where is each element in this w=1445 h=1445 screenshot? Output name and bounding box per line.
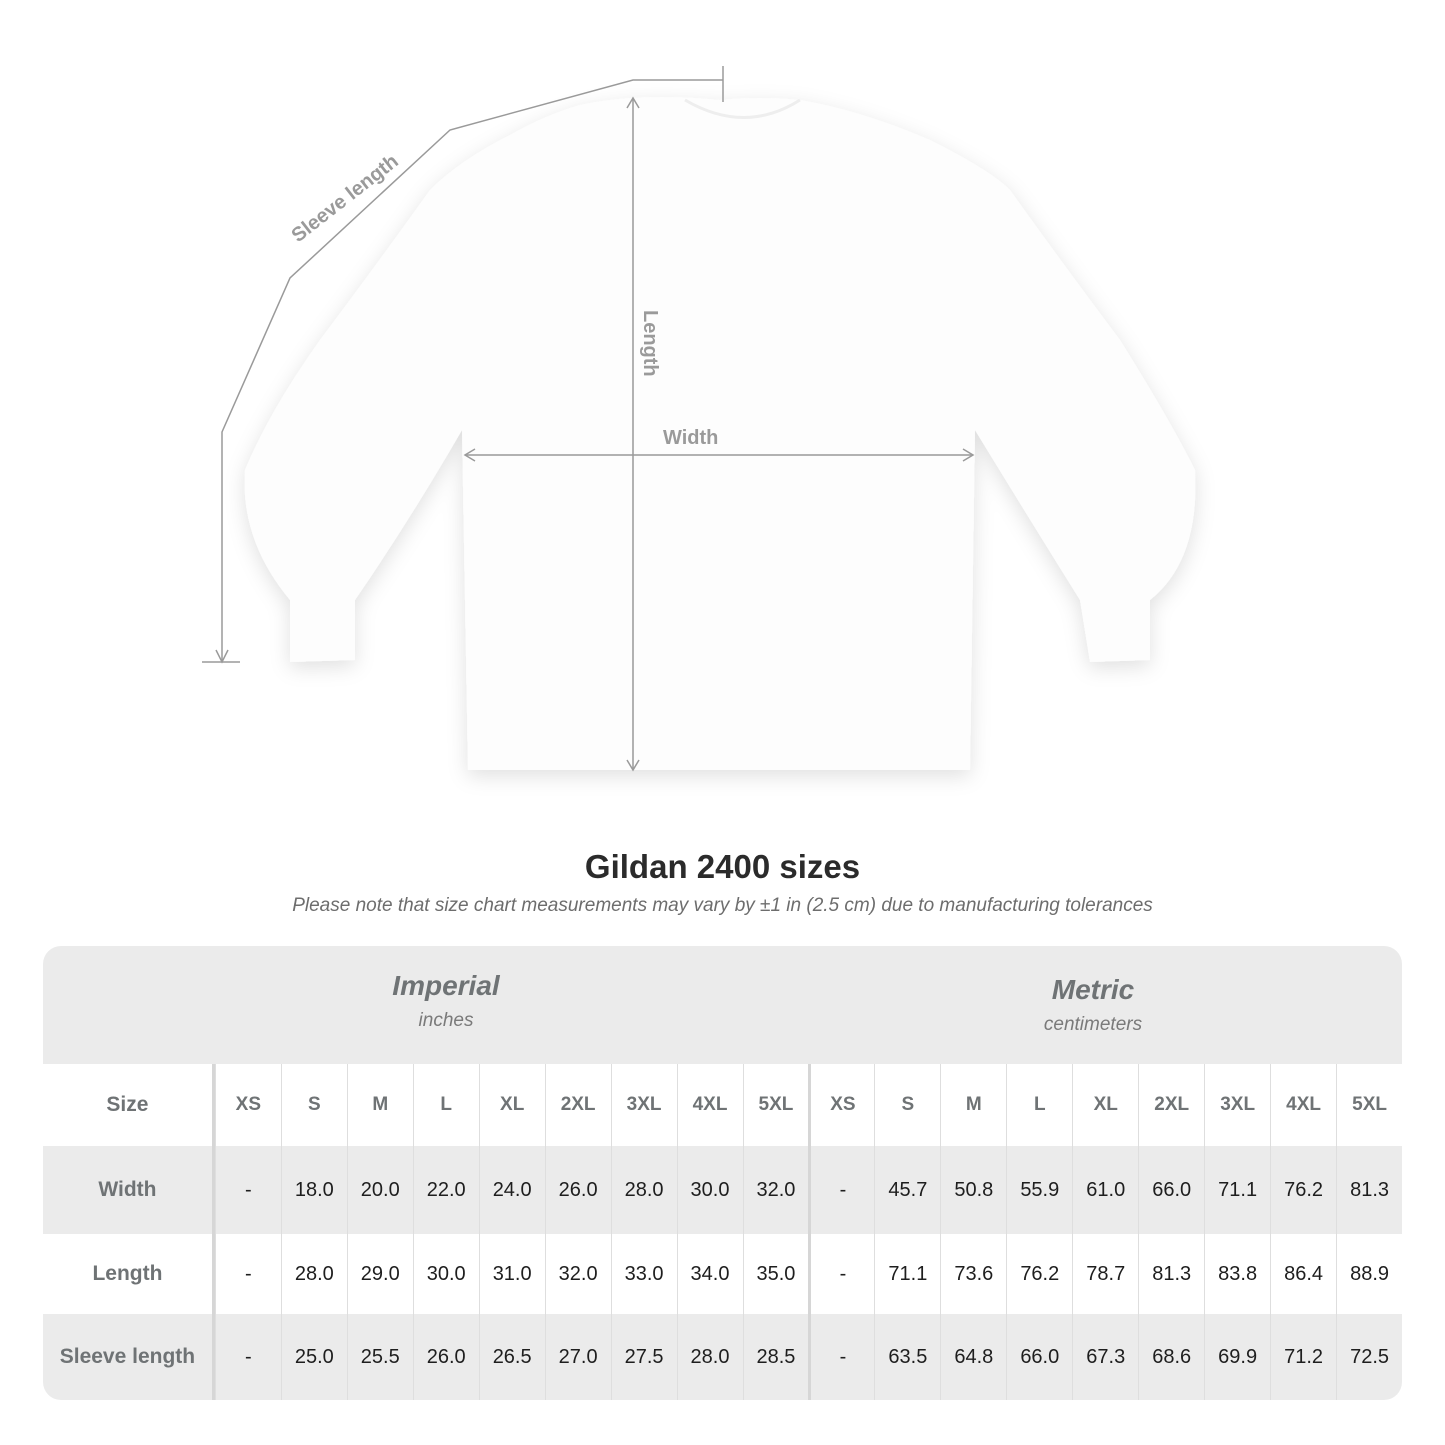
metric-value-cell: 81.3 <box>1336 1146 1402 1234</box>
imperial-size-s: S <box>280 1064 347 1146</box>
metric-size-3xl: 3XL <box>1204 1064 1270 1146</box>
imperial-title: Imperial <box>392 970 500 1001</box>
long-sleeve-shirt-image <box>244 96 1196 770</box>
imperial-size-5xl: 5XL <box>742 1064 809 1146</box>
imperial-value-cell: 25.0 <box>280 1314 347 1400</box>
metric-unit: centimeters <box>1043 1014 1143 1035</box>
imperial-unit: inches <box>418 1010 474 1031</box>
imperial-value-cell: 26.0 <box>544 1146 611 1234</box>
imperial-value-cell: 22.0 <box>412 1146 479 1234</box>
imperial-value-cell: 31.0 <box>478 1234 545 1314</box>
metric-value-cell: 86.4 <box>1270 1234 1336 1314</box>
imperial-size-l: L <box>412 1064 479 1146</box>
imperial-size-xs: XS <box>214 1064 281 1146</box>
imperial-value-cell: 24.0 <box>478 1146 545 1234</box>
metric-value-cell: 66.0 <box>1006 1314 1072 1400</box>
size-header-row: Size XS S M L XL 2XL 3XL 4XL 5XL XS S M L XL 2XL 3XL 4XL 5… <box>43 1064 1402 1146</box>
metric-value-cell: - <box>808 1314 874 1400</box>
imperial-value-cell: 28.0 <box>280 1234 347 1314</box>
imperial-size-2xl: 2XL <box>544 1064 611 1146</box>
imperial-value-cell: 18.0 <box>280 1146 347 1234</box>
metric-value-cell: 67.3 <box>1072 1314 1138 1400</box>
metric-value-cell: 55.9 <box>1006 1146 1072 1234</box>
imperial-size-m: M <box>346 1064 413 1146</box>
imperial-value-cell: 26.0 <box>412 1314 479 1400</box>
sleeve-length-label: Sleeve length <box>288 150 403 247</box>
metric-value-cell: - <box>808 1146 874 1234</box>
imperial-value-cell: 28.5 <box>742 1314 809 1400</box>
metric-value-cell: 66.0 <box>1138 1146 1204 1234</box>
metric-value-cell: 71.1 <box>1204 1146 1270 1234</box>
metric-value-cell: 50.8 <box>940 1146 1006 1234</box>
metric-size-m: M <box>940 1064 1006 1146</box>
size-label: Size <box>43 1064 215 1146</box>
imperial-value-cell: 32.0 <box>742 1146 809 1234</box>
imperial-size-xl: XL <box>478 1064 545 1146</box>
imperial-value-cell: - <box>214 1234 281 1314</box>
metric-value-cell: 83.8 <box>1204 1234 1270 1314</box>
metric-value-cell: 88.9 <box>1336 1234 1402 1314</box>
table-row: Width -18.0 20.0 22.0 24.0 26.0 28.0 30.0 32.0-4… <box>43 1146 1402 1234</box>
imperial-value-cell: 25.5 <box>346 1314 413 1400</box>
metric-value-cell: 78.7 <box>1072 1234 1138 1314</box>
imperial-value-cell: 20.0 <box>346 1146 413 1234</box>
tolerance-note: Please note that size chart measurements… <box>292 895 1153 916</box>
table-row: Length -28.0 29.0 30.0 31.0 32.0 33.0 34.0 35.0-… <box>43 1234 1402 1314</box>
row-label: Width <box>43 1146 215 1234</box>
width-label: Width <box>663 427 718 449</box>
imperial-value-cell: 30.0 <box>412 1234 479 1314</box>
imperial-value-cell: 27.5 <box>610 1314 677 1400</box>
metric-size-5xl: 5XL <box>1336 1064 1402 1146</box>
imperial-value-cell: - <box>214 1314 281 1400</box>
measurement-lines <box>202 66 975 772</box>
metric-value-cell: 63.5 <box>874 1314 940 1400</box>
imperial-value-cell: - <box>214 1146 281 1234</box>
length-label: Length <box>639 310 661 377</box>
imperial-value-cell: 26.5 <box>478 1314 545 1400</box>
metric-size-4xl: 4XL <box>1270 1064 1336 1146</box>
metric-size-xl: XL <box>1072 1064 1138 1146</box>
metric-value-cell: 81.3 <box>1138 1234 1204 1314</box>
metric-value-cell: 61.0 <box>1072 1146 1138 1234</box>
metric-value-cell: 76.2 <box>1006 1234 1072 1314</box>
metric-size-2xl: 2XL <box>1138 1064 1204 1146</box>
row-label: Sleeve length <box>43 1314 215 1400</box>
metric-value-cell: 45.7 <box>874 1146 940 1234</box>
metric-title: Metric <box>1051 974 1135 1005</box>
imperial-size-3xl: 3XL <box>610 1064 677 1146</box>
table-row: Sleeve length -25.0 25.5 26.0 26.5 27.0 27.5 28… <box>43 1314 1402 1400</box>
imperial-value-cell: 28.0 <box>610 1146 677 1234</box>
metric-value-cell: 68.6 <box>1138 1314 1204 1400</box>
imperial-size-4xl: 4XL <box>676 1064 743 1146</box>
imperial-value-cell: 32.0 <box>544 1234 611 1314</box>
unit-header-band <box>43 946 1402 1064</box>
size-table: Imperial inches Metric centimeters Size X… <box>43 946 1402 1400</box>
sleeve-length-line <box>221 79 723 662</box>
metric-value-cell: 73.6 <box>940 1234 1006 1314</box>
imperial-value-cell: 33.0 <box>610 1234 677 1314</box>
row-label: Length <box>43 1234 215 1314</box>
metric-value-cell: - <box>808 1234 874 1314</box>
imperial-header: Imperial inches <box>215 970 677 1032</box>
imperial-value-cell: 34.0 <box>676 1234 743 1314</box>
imperial-value-cell: 28.0 <box>676 1314 743 1400</box>
metric-value-cell: 71.2 <box>1270 1314 1336 1400</box>
metric-value-cell: 69.9 <box>1204 1314 1270 1400</box>
metric-size-s: S <box>874 1064 940 1146</box>
metric-value-cell: 76.2 <box>1270 1146 1336 1234</box>
metric-value-cell: 64.8 <box>940 1314 1006 1400</box>
imperial-value-cell: 27.0 <box>544 1314 611 1400</box>
metric-size-l: L <box>1006 1064 1072 1146</box>
metric-value-cell: 72.5 <box>1336 1314 1402 1400</box>
metric-header: Metric centimeters <box>809 974 1377 1036</box>
imperial-value-cell: 30.0 <box>676 1146 743 1234</box>
shirt-diagram: Sleeve length Length Width <box>202 66 1196 772</box>
metric-value-cell: 71.1 <box>874 1234 940 1314</box>
imperial-value-cell: 35.0 <box>742 1234 809 1314</box>
imperial-value-cell: 29.0 <box>346 1234 413 1314</box>
page-title: Gildan 2400 sizes <box>584 848 861 885</box>
metric-size-xs: XS <box>808 1064 874 1146</box>
